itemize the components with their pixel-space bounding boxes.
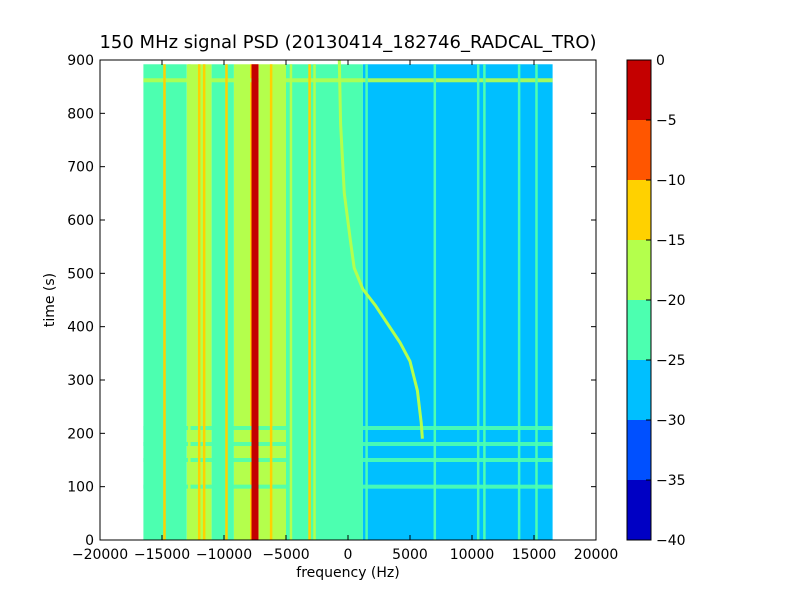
colorbar-swatch-1: [627, 420, 651, 480]
y-tick-label: 800: [67, 106, 94, 122]
heatmap-vertical-line-12: [476, 64, 480, 540]
heatmap-vertical-line-10: [365, 64, 368, 540]
y-tick-label: 100: [67, 480, 94, 496]
heatmap-band-7: [362, 64, 553, 540]
heatmap-band-6: [286, 64, 363, 540]
colorbar-swatch-2: [627, 360, 651, 420]
colorbar-tick-label: −15: [656, 233, 686, 249]
heatmap-vertical-line-14: [517, 64, 521, 540]
x-tick-label: −10000: [196, 547, 252, 563]
heatmap-band-2: [211, 64, 234, 540]
y-tick-label: 500: [67, 266, 94, 282]
heatmap-vertical-line-0: [163, 64, 166, 540]
heatmap-vertical-line-5: [251, 64, 259, 540]
x-tick-label: 15000: [512, 547, 557, 563]
heatmap-vertical-line-7: [289, 64, 293, 540]
colorbar-tick-label: −10: [656, 173, 686, 189]
x-axis-label: frequency (Hz): [296, 565, 399, 581]
heatmap-vertical-line-6: [269, 64, 273, 540]
colorbar-swatch-4: [627, 240, 651, 300]
heatmap-horizontal-line-0: [143, 78, 553, 83]
colorbar-swatch-7: [627, 60, 651, 120]
x-tick-label: −20000: [72, 547, 128, 563]
heatmap-vertical-line-9: [313, 64, 316, 540]
heatmap-layer: [143, 60, 553, 540]
y-tick-label: 300: [67, 373, 94, 389]
heatmap-vertical-line-13: [483, 64, 486, 540]
chart-title: 150 MHz signal PSD (20130414_182746_RADC…: [99, 32, 596, 53]
x-tick-label: 0: [344, 547, 353, 563]
colorbar-swatch-0: [627, 480, 651, 540]
y-axis-label: time (s): [42, 273, 58, 327]
heatmap-vertical-line-1: [188, 64, 191, 540]
heatmap-band-3: [233, 64, 251, 540]
x-axis: −20000 −15000 −10000 −5000 0 5000 10000 15000 20…: [72, 60, 618, 563]
x-tick-label: 5000: [392, 547, 428, 563]
colorbar-tick-label: −35: [656, 473, 686, 489]
y-tick-label: 0: [85, 533, 94, 549]
colorbar: −40 −35 −30 −25 −20 −15 −10 −5 0: [626, 53, 686, 549]
colorbar-tick-label: −25: [656, 353, 686, 369]
colorbar-swatch-6: [627, 120, 651, 180]
y-tick-label: 900: [67, 53, 94, 69]
heatmap-vertical-line-3: [202, 64, 206, 540]
x-tick-label: 20000: [574, 547, 619, 563]
x-tick-label: −5000: [262, 547, 309, 563]
colorbar-tick-label: 0: [656, 53, 665, 69]
colorbar-swatch-3: [627, 300, 651, 360]
heatmap-vertical-line-15: [535, 64, 538, 540]
heatmap-horizontal-line-4: [143, 484, 553, 489]
colorbar-swatch-5: [627, 180, 651, 240]
heatmap-vertical-line-11: [433, 64, 437, 540]
heatmap-horizontal-line-2: [143, 442, 553, 446]
x-tick-label: −15000: [134, 547, 190, 563]
colorbar-tick-label: −20: [656, 293, 686, 309]
colorbar-tick-label: −30: [656, 413, 686, 429]
y-tick-label: 700: [67, 160, 94, 176]
y-tick-label: 200: [67, 426, 94, 442]
colorbar-tick-label: −5: [656, 113, 677, 129]
y-tick-label: 400: [67, 320, 94, 336]
colorbar-tick-label: −40: [656, 533, 686, 549]
y-tick-label: 600: [67, 213, 94, 229]
heatmap-horizontal-line-3: [143, 458, 553, 462]
x-tick-label: 10000: [450, 547, 495, 563]
heatmap-vertical-line-8: [308, 64, 311, 540]
heatmap-vertical-line-4: [225, 64, 228, 540]
y-axis: 0 100 200 300 400 500 600 700 800 900: [67, 53, 596, 549]
heatmap-vertical-line-2: [197, 64, 201, 540]
heatmap-horizontal-line-1: [143, 426, 553, 430]
signal-track: [337, 60, 424, 439]
